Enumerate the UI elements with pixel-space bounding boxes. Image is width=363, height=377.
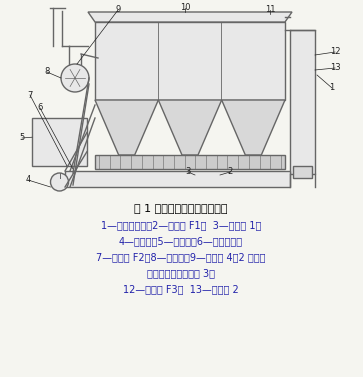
Text: 12—冷风阀 F3；  13—测温点 2: 12—冷风阀 F3； 13—测温点 2	[123, 285, 239, 294]
Text: 13: 13	[330, 63, 340, 72]
Text: 1: 1	[329, 83, 335, 92]
Text: 8: 8	[44, 67, 50, 77]
Text: 6: 6	[37, 104, 43, 112]
Text: 7—冷风阀 F2；8—引风机；9—测温点 4；2 一袋式: 7—冷风阀 F2；8—引风机；9—测温点 4；2 一袋式	[96, 253, 266, 263]
Bar	[65, 171, 290, 187]
Circle shape	[61, 64, 89, 92]
Polygon shape	[222, 100, 285, 155]
Text: 除尘器；。一测温点 3；: 除尘器；。一测温点 3；	[147, 268, 215, 279]
Bar	[32, 118, 87, 166]
Text: 12: 12	[330, 48, 340, 57]
Bar	[293, 166, 312, 178]
Circle shape	[50, 173, 69, 191]
Text: 10: 10	[180, 3, 190, 12]
FancyBboxPatch shape	[95, 22, 285, 100]
Polygon shape	[158, 100, 222, 155]
Text: 2: 2	[227, 167, 233, 176]
Bar	[95, 155, 285, 169]
Text: 11: 11	[265, 6, 275, 14]
Polygon shape	[88, 12, 292, 22]
Text: 4—鼓风机；5—热风炉；6—热风管道；: 4—鼓风机；5—热风炉；6—热风管道；	[119, 237, 243, 247]
Text: 1—回转烘干机；2—热风阀 F1；  3—测温点 1；: 1—回转烘干机；2—热风阀 F1； 3—测温点 1；	[101, 221, 261, 231]
Polygon shape	[95, 100, 158, 155]
Text: 图 1 回转烘干机烟气净化系统: 图 1 回转烘干机烟气净化系统	[134, 203, 228, 213]
Text: 9: 9	[115, 6, 121, 14]
Text: 7: 7	[27, 90, 33, 100]
Text: 4: 4	[25, 176, 30, 184]
Bar	[290, 30, 315, 174]
Text: 5: 5	[19, 133, 25, 143]
Text: 3: 3	[185, 167, 191, 176]
